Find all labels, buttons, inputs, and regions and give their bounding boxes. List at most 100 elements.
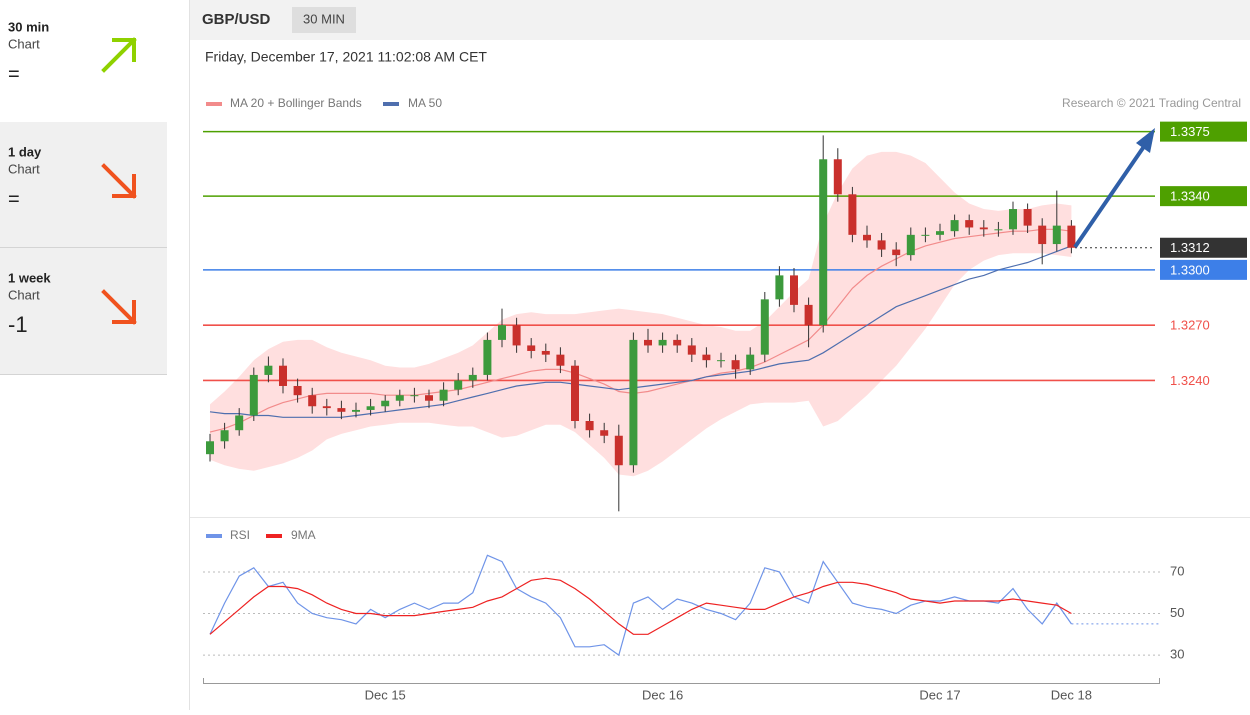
candle-body: [308, 395, 317, 407]
x-tick-label: Dec 17: [919, 687, 960, 702]
candle-body: [936, 231, 944, 235]
candle-body: [322, 406, 331, 409]
y-tick-label: 70: [1170, 563, 1184, 578]
y-tick-label: 50: [1170, 605, 1184, 620]
candle-body: [556, 354, 565, 366]
candle-body: [804, 304, 813, 326]
symbol: GBP/USD: [202, 11, 271, 28]
ma-line: [209, 245, 1072, 418]
level-label: 1.3270: [1170, 318, 1210, 333]
candle-body: [658, 339, 667, 346]
candle-body: [381, 400, 390, 407]
candle-body: [1023, 209, 1032, 226]
candle-body: [220, 430, 229, 442]
candle-body: [483, 339, 492, 375]
candle-body: [454, 380, 463, 390]
candle-body: [673, 339, 682, 346]
sidebar-item-bg: [0, 0, 167, 122]
legend-label: RSI: [230, 528, 250, 542]
projection-arrow: [1073, 128, 1155, 249]
timeframe[interactable]: 30 MIN: [303, 11, 345, 26]
candle-body: [235, 415, 244, 431]
candle-body: [921, 234, 930, 236]
candle-body: [293, 385, 302, 396]
candle-body: [1052, 225, 1061, 245]
candle-body: [760, 299, 769, 355]
candle-body: [498, 325, 506, 340]
candle-body: [702, 354, 711, 361]
trend-arrow-up: [101, 37, 137, 73]
level-box: [1160, 186, 1247, 207]
candle-body: [206, 441, 214, 455]
candle-body: [366, 406, 375, 410]
candle-body: [819, 159, 828, 326]
candle-body: [571, 365, 579, 421]
sidebar-item-bg: [0, 122, 167, 247]
level-label: 1.3312: [1170, 240, 1210, 255]
x-tick-label: Dec 18: [1051, 687, 1092, 702]
candle-body: [585, 421, 594, 431]
period: 30 min: [8, 19, 49, 34]
period: 1 week: [8, 270, 51, 285]
candle-body: [600, 430, 609, 436]
signal: =: [8, 63, 20, 85]
candle-body: [892, 249, 901, 256]
candle-body: [629, 339, 638, 466]
projection-line: [1073, 143, 1147, 249]
level-label: 1.3340: [1170, 189, 1210, 204]
timeframe-badge[interactable]: [292, 7, 356, 33]
candle-body: [395, 395, 404, 401]
x-tick-label: Dec 15: [365, 687, 406, 702]
candle-body: [746, 354, 755, 370]
projection-head: [1136, 128, 1155, 153]
candle-body: [775, 275, 784, 300]
ma-line: [209, 228, 1072, 433]
candle-body: [541, 350, 550, 355]
plot: 1.3375 1.3340 1.3312 1.3300 1.3270 1.3240 30 50…: [203, 121, 1247, 702]
kind: Chart: [8, 36, 40, 51]
candle-body: [512, 325, 521, 346]
candle-body: [468, 374, 477, 381]
trend-arrow-down: [101, 289, 137, 325]
candle-body: [425, 395, 433, 401]
candle-body: [965, 220, 974, 228]
credit: Research © 2021 Trading Central: [1062, 96, 1241, 110]
level-box: [1160, 259, 1247, 280]
candle-body: [790, 275, 798, 305]
kind: Chart: [8, 161, 40, 176]
rsi-line: [209, 554, 1072, 657]
candle-body: [1067, 225, 1076, 248]
candle-body: [352, 409, 360, 412]
candle-body: [1009, 209, 1017, 230]
legend-label: MA 50: [408, 96, 442, 110]
candle-body: [249, 374, 258, 416]
candle-body: [1038, 225, 1047, 245]
candle-body: [337, 408, 346, 412]
candle-body: [731, 360, 740, 370]
candle-body: [950, 220, 959, 232]
candle-body: [527, 345, 536, 351]
trend-arrow-down: [101, 163, 137, 199]
candle-body: [410, 395, 419, 397]
signal: -1: [8, 312, 28, 337]
candle-body: [264, 365, 273, 375]
candle-body: [848, 194, 857, 235]
candle-body: [717, 360, 725, 362]
candle-body: [279, 365, 287, 386]
header-bar: [190, 0, 1250, 40]
candle-body: [863, 234, 871, 241]
candle-body: [979, 227, 988, 230]
signal: =: [8, 188, 20, 210]
y-tick-label: 30: [1170, 647, 1184, 662]
level-label: 1.3375: [1170, 124, 1210, 139]
bollinger-band: [210, 151, 1072, 477]
legend-label: 9MA: [291, 528, 316, 542]
level-label: 1.3300: [1170, 262, 1210, 277]
candle-body: [906, 234, 915, 256]
x-tick-label: Dec 16: [642, 687, 683, 702]
level-box: [1160, 121, 1247, 142]
sidebar-item-bg: [0, 248, 167, 374]
level-label: 1.3240: [1170, 373, 1210, 388]
level-box: [1160, 237, 1247, 258]
